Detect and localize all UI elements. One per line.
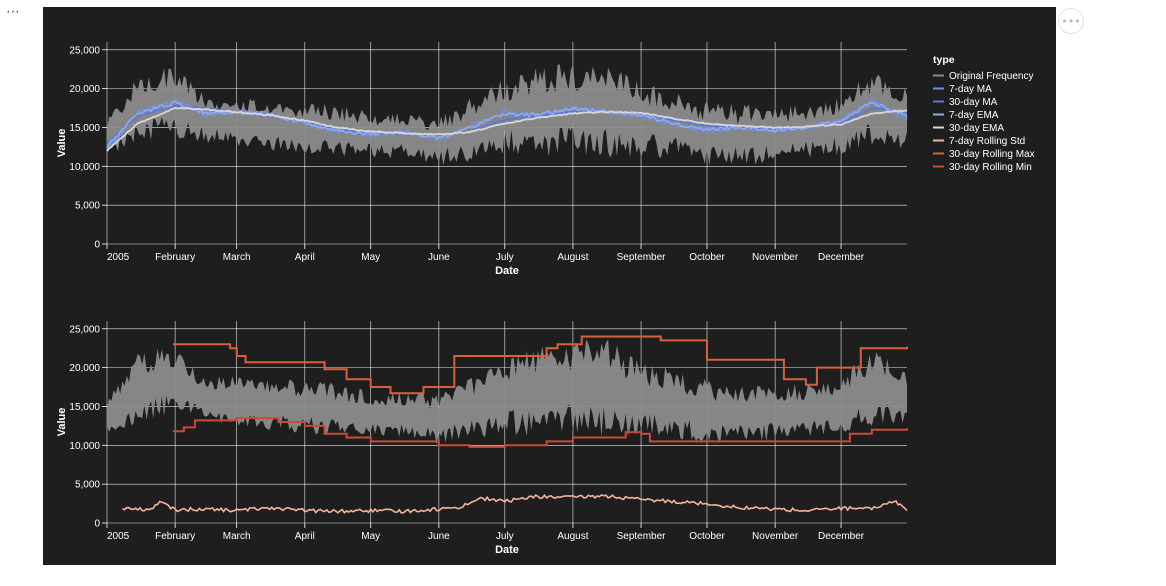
x-tick-label: December [818,252,865,263]
series-7-day-rolling-std [122,493,908,514]
legend-label: 30-day Rolling Max [949,149,1035,160]
x-tick-label: September [617,531,667,542]
x-tick-label: 2005 [107,531,130,542]
series-30-day-ema [106,106,908,152]
x-tick-label: September [617,252,667,263]
y-tick-label: 25,000 [69,45,100,56]
x-tick-label: June [428,531,450,542]
x-tick-label: May [361,252,380,263]
legend-label: 7-day EMA [949,110,999,121]
legend-item: Original Frequency [933,71,1033,82]
legend-item: 7-day Rolling Std [933,136,1025,147]
chart-menu-button[interactable]: ••• [1058,8,1084,34]
legend-label: 7-day MA [949,84,992,95]
x-tick-label: November [752,531,799,542]
chart-bottom: 0 5,000 10,000 15,000 20,000 25,000 2005 Februa… [56,321,908,556]
x-tick-label: November [752,252,799,263]
x-tick-label: August [557,531,588,542]
series-30-day-rolling-max [172,335,908,395]
series-original-frequency [107,339,907,445]
y-tick-label: 15,000 [69,123,100,134]
y-tick-label: 10,000 [69,162,100,173]
y-tick-label: 15,000 [69,402,100,413]
x-tick-label: April [295,531,315,542]
x-axis-title: Date [495,265,519,277]
legend-item: 30-day EMA [933,123,1004,134]
x-tick-label: April [295,252,315,263]
x-tick-label: October [689,252,725,263]
y-tick-label: 25,000 [69,324,100,335]
y-axis-title: Value [56,408,68,437]
y-tick-label: 0 [94,240,100,251]
y-tick-label: 0 [94,519,100,530]
x-tick-label: August [557,252,588,263]
legend: type Original Frequency 7-day MA 30-day MA 7… [933,54,1035,173]
overflow-menu-icon[interactable]: ⋯ [6,4,21,20]
legend-item: 30-day Rolling Max [933,149,1035,160]
x-tick-label: March [223,531,251,542]
y-tick-label: 5,000 [75,201,100,212]
legend-item: 7-day MA [933,84,992,95]
y-tick-label: 20,000 [69,363,100,374]
y-tick-label: 5,000 [75,480,100,491]
x-tick-label: May [361,531,380,542]
y-tick-label: 20,000 [69,84,100,95]
x-tick-label: July [496,531,514,542]
legend-title: type [933,54,955,66]
legend-item: 30-day Rolling Min [933,162,1032,173]
legend-item: 7-day EMA [933,110,999,121]
x-tick-label: June [428,252,450,263]
y-tick-label: 10,000 [69,441,100,452]
legend-label: 30-day MA [949,97,998,108]
x-tick-label: February [155,531,195,542]
chart-top: 0 5,000 10,000 15,000 20,000 25,000 2005 Februa… [56,42,908,277]
chart-panel: 0 5,000 10,000 15,000 20,000 25,000 2005 Februa… [43,7,1056,565]
legend-label: 7-day Rolling Std [949,136,1025,147]
x-tick-label: July [496,252,514,263]
x-tick-label: February [155,252,195,263]
y-axis-title: Value [56,129,68,158]
x-tick-label: 2005 [107,252,130,263]
x-tick-label: December [818,531,865,542]
legend-label: Original Frequency [949,71,1033,82]
legend-label: 30-day EMA [949,123,1004,134]
x-axis-title: Date [495,544,519,556]
legend-label: 30-day Rolling Min [949,162,1032,173]
series-30-day-rolling-min [172,417,908,448]
legend-item: 30-day MA [933,97,998,108]
x-tick-label: October [689,531,725,542]
chart-canvas: 0 5,000 10,000 15,000 20,000 25,000 2005 Februa… [56,42,1035,556]
x-tick-label: March [223,252,251,263]
